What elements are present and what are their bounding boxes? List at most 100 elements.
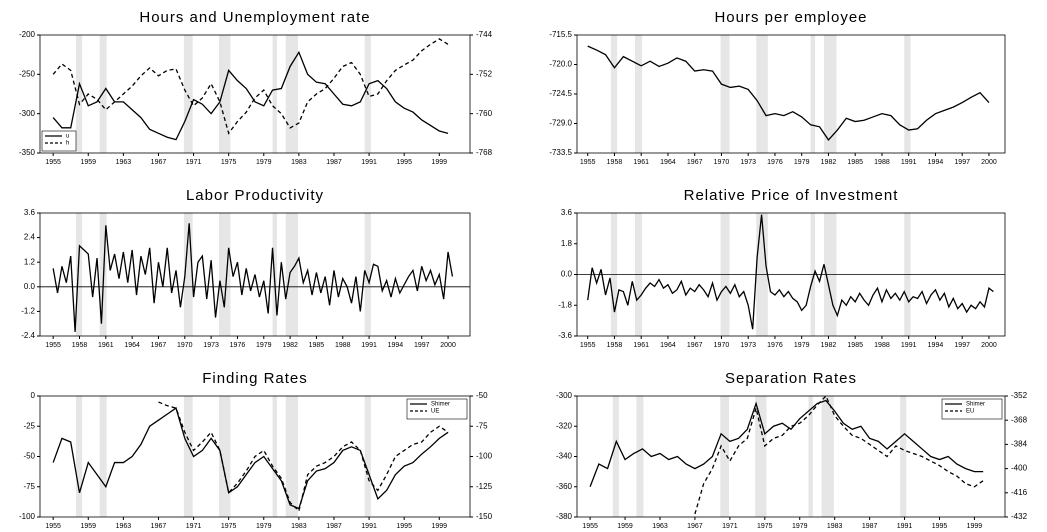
recession-band (612, 396, 619, 517)
x-tick-label: 1958 (607, 342, 623, 349)
y2-tick-label: -432 (1011, 512, 1028, 521)
x-tick-label: 1991 (361, 342, 377, 349)
x-tick-label: 1967 (687, 159, 703, 166)
plot-frame (576, 34, 1006, 154)
recession-band (634, 35, 643, 153)
y-tick-label: -729.0 (549, 119, 572, 128)
x-tick-label: 1967 (687, 523, 703, 530)
recession-band (219, 35, 231, 153)
recession-band (364, 213, 371, 336)
y-tick-label: -1.8 (558, 300, 572, 309)
x-tick-label: 1971 (186, 159, 202, 166)
panel: Hours and Unemployment rate -350 -300 -250 -… (19, 9, 493, 166)
x-tick-label: 1985 (309, 342, 325, 349)
recession-band (219, 213, 231, 336)
x-tick-label: 1991 (361, 159, 377, 166)
y-tick-label: -360 (556, 482, 573, 491)
panel-title: Labor Productivity (186, 187, 324, 204)
recession-band (183, 213, 193, 336)
recession-band (808, 396, 813, 517)
recession-band (272, 35, 277, 153)
x-tick-label: 1979 (792, 523, 808, 530)
y2-tick-label: -744 (476, 30, 493, 39)
recession-band (285, 396, 298, 517)
y2-tick-label: -400 (1011, 464, 1028, 473)
x-tick-label: 1979 (256, 342, 272, 349)
x-tick-label: 1976 (230, 342, 246, 349)
y2-tick-label: -368 (1011, 415, 1028, 424)
x-tick-label: 1973 (740, 159, 756, 166)
x-tick-label: 1991 (897, 523, 913, 530)
x-tick-label: 1999 (431, 523, 447, 530)
x-tick-label: 1994 (928, 159, 944, 166)
x-tick-label: 1991 (361, 523, 377, 530)
x-tick-label: 1991 (901, 159, 917, 166)
y-tick-label: 0.0 (24, 282, 36, 291)
x-tick-label: 1955 (580, 159, 596, 166)
series-line (587, 214, 994, 330)
x-tick-label: 1955 (45, 159, 61, 166)
x-tick-label: 1988 (335, 342, 351, 349)
plot-frame (576, 395, 1006, 518)
x-tick-label: 1988 (874, 342, 890, 349)
x-tick-label: 1999 (431, 159, 447, 166)
x-tick-label: 1970 (177, 342, 193, 349)
x-tick-label: 1982 (821, 342, 837, 349)
recession-band (720, 35, 730, 153)
x-tick-label: 1995 (396, 523, 412, 530)
x-tick-label: 1973 (740, 342, 756, 349)
panel: Finding Rates -100 -75 -50 -25 0 -150 -125 -100 -… (19, 370, 493, 530)
recession-band (99, 396, 107, 517)
panel: Separation Rates -380 -360 -340 -320 -300 -432… (556, 370, 1028, 530)
x-tick-label: 1979 (256, 523, 272, 530)
y-tick-label: -100 (19, 512, 36, 521)
y-tick-label: -300 (556, 391, 573, 400)
x-tick-label: 1964 (660, 159, 676, 166)
recession-band (99, 35, 107, 153)
y-tick-label: -1.2 (21, 307, 35, 316)
recession-band (904, 35, 911, 153)
legend-label: UE (431, 409, 439, 415)
recession-band (720, 396, 729, 517)
recession-band (821, 396, 834, 517)
y2-tick-label: -75 (476, 421, 488, 430)
x-tick-label: 1976 (767, 342, 783, 349)
y2-tick-label: -760 (476, 109, 493, 118)
recession-band (285, 213, 298, 336)
y2-tick-label: -416 (1011, 488, 1028, 497)
x-tick-label: 1983 (291, 159, 307, 166)
x-tick-label: 1976 (767, 159, 783, 166)
y-tick-label: 3.6 (24, 208, 36, 217)
x-tick-label: 1982 (821, 159, 837, 166)
x-tick-label: 1959 (80, 159, 96, 166)
panel-title: Separation Rates (725, 370, 857, 387)
y-tick-label: -320 (556, 421, 573, 430)
panel-title: Hours per employee (714, 9, 867, 26)
x-tick-label: 1979 (256, 159, 272, 166)
x-tick-label: 1961 (633, 342, 649, 349)
y-tick-label: 0 (31, 391, 36, 400)
x-tick-label: 1997 (954, 159, 970, 166)
plot-frame (576, 212, 1006, 337)
x-tick-label: 2000 (981, 159, 997, 166)
x-tick-label: 1955 (45, 523, 61, 530)
recession-band (75, 35, 83, 153)
x-tick-label: 1964 (124, 342, 140, 349)
recession-band (272, 396, 277, 517)
y2-tick-label: -50 (476, 391, 488, 400)
x-tick-label: 1955 (582, 523, 598, 530)
y-tick-label: -724.5 (549, 89, 572, 98)
series-line (52, 50, 449, 141)
y-tick-label: -340 (556, 452, 573, 461)
x-tick-label: 1967 (151, 523, 167, 530)
y2-tick-label: -100 (476, 452, 493, 461)
y-tick-label: -25 (23, 421, 35, 430)
panel-title: Relative Price of Investment (684, 187, 899, 204)
y-tick-label: -3.6 (558, 331, 572, 340)
series-line (587, 45, 990, 141)
x-tick-label: 1967 (687, 342, 703, 349)
recession-band (755, 396, 767, 517)
y-tick-label: -50 (23, 452, 35, 461)
y-tick-label: 0.0 (561, 270, 573, 279)
